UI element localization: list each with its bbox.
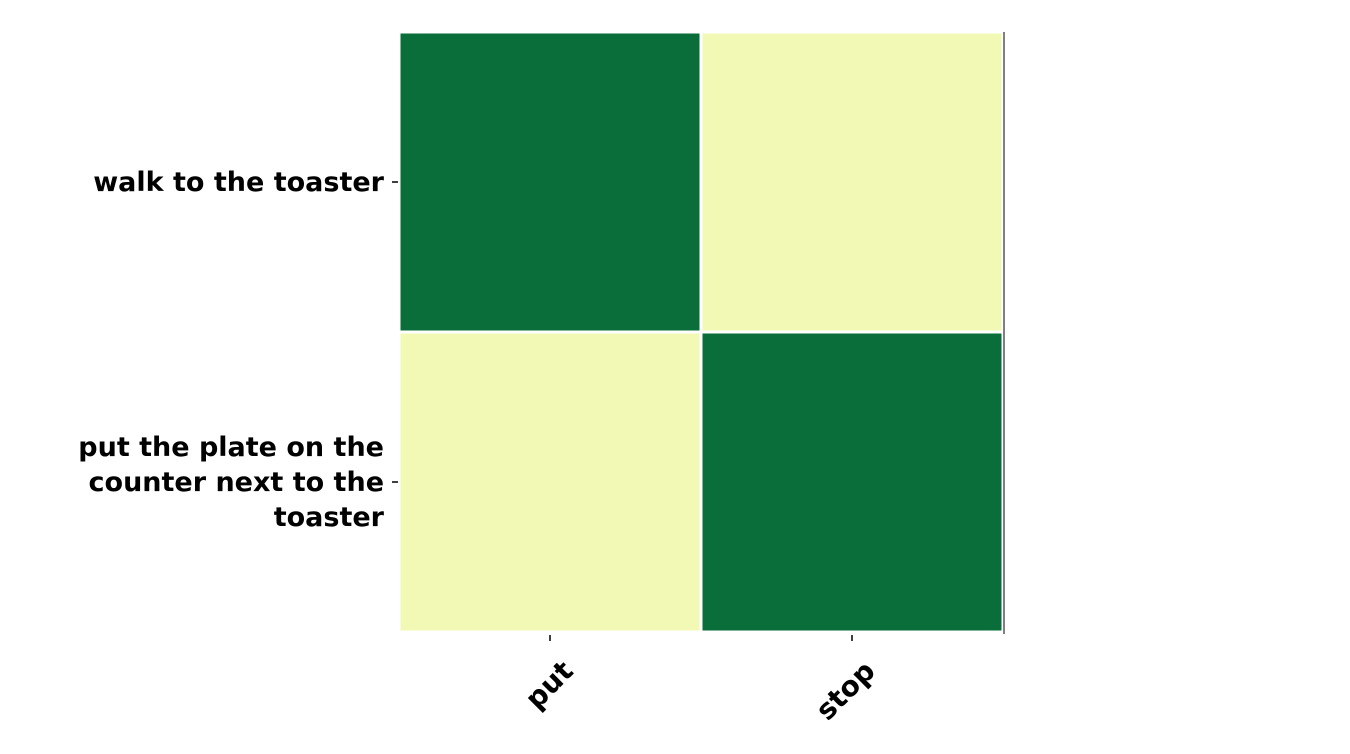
y-tick-label-line: toaster — [274, 502, 385, 533]
x-tick-label-0: put — [519, 654, 580, 715]
y-tick-label-0: walk to the toaster — [93, 167, 384, 198]
y-tick-label-line: put the plate on the — [78, 432, 384, 463]
y-tick-label-1: put the plate on the counter next to the t… — [78, 432, 384, 533]
y-tick-label-line: counter next to the — [89, 467, 384, 498]
y-tick-label-line: walk to the toaster — [93, 167, 384, 198]
heatmap-cell-r1-c1 — [702, 333, 1002, 631]
heatmap-cell-r0-c0 — [400, 33, 700, 331]
x-tick-label-1: stop — [809, 654, 881, 726]
heatmap-cells — [400, 33, 1002, 631]
heatmap-cell-r1-c0 — [400, 333, 700, 631]
heatmap-cell-r0-c1 — [702, 33, 1002, 331]
